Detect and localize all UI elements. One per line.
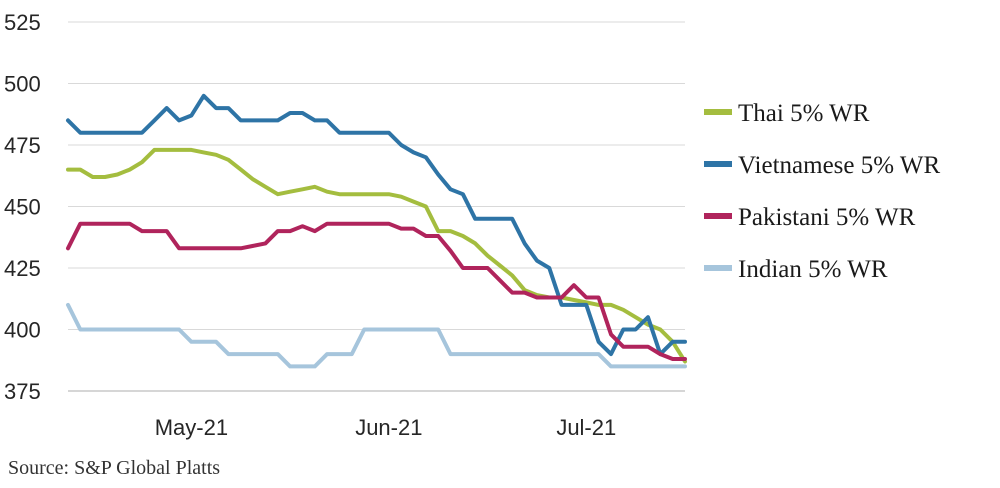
series-line-vietnamese — [66, 93, 687, 357]
x-tick-label: Jun-21 — [355, 415, 422, 440]
legend-label-vietnamese: Vietnamese 5% WR — [738, 152, 940, 179]
y-tick-label: 475 — [4, 133, 41, 158]
legend: Thai 5% WR Vietnamese 5% WR Pakistani 5% W… — [704, 100, 940, 283]
series-line-pakistani — [66, 221, 687, 361]
gridlines — [68, 21, 685, 392]
axes: 375 400 425 450 475 500 525 May-21 Jun-21 Jul-21 — [4, 10, 685, 440]
series-lines — [66, 93, 687, 369]
y-tick-label: 425 — [4, 256, 41, 281]
y-tick-label: 450 — [4, 195, 41, 220]
x-tick-label: May-21 — [155, 415, 228, 440]
series-line-indian — [66, 302, 687, 369]
legend-label-thai: Thai 5% WR — [738, 100, 870, 127]
y-tick-label: 525 — [4, 10, 41, 35]
x-tick-label: Jul-21 — [556, 415, 616, 440]
source-note: Source: S&P Global Platts — [8, 457, 220, 479]
y-tick-label: 400 — [4, 318, 41, 343]
legend-label-pakistani: Pakistani 5% WR — [738, 204, 916, 231]
y-tick-label: 375 — [4, 379, 41, 404]
y-tick-label: 500 — [4, 72, 41, 97]
series-line-thai — [66, 147, 687, 364]
legend-label-indian: Indian 5% WR — [738, 256, 888, 283]
